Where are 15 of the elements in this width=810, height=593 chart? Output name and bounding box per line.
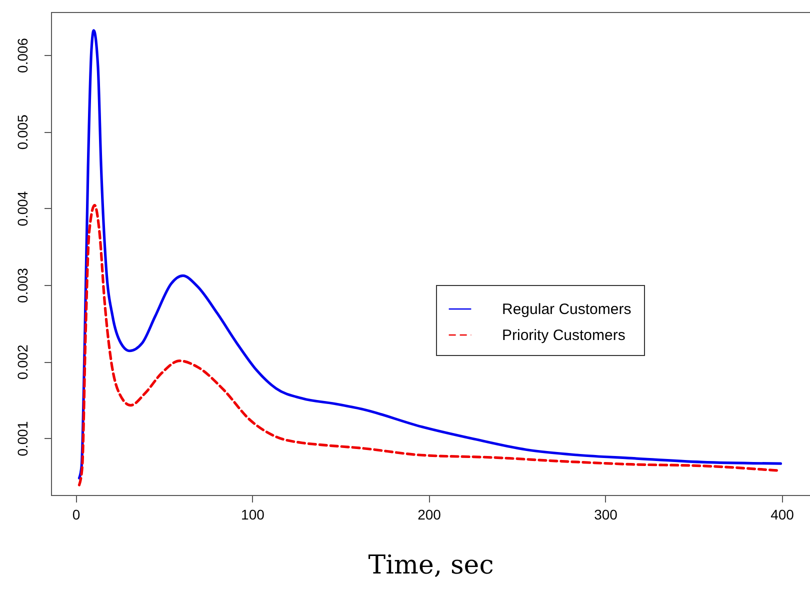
y-tick-label: 0.003 — [14, 268, 30, 303]
x-axis-title: Time, sec — [368, 550, 494, 580]
line-series — [78, 204, 778, 486]
legend-label: Priority Customers — [502, 327, 626, 344]
y-tick-label: 0.006 — [14, 38, 30, 73]
y-tick-label: 0.004 — [14, 191, 30, 226]
x-tick-label: 400 — [770, 506, 794, 522]
x-tick-label: 100 — [241, 506, 265, 522]
x-tick-label: 0 — [72, 506, 80, 522]
y-tick-label: 0.002 — [14, 344, 30, 380]
y-tick-label: 0.001 — [14, 421, 30, 456]
y-tick-label: 0.005 — [14, 114, 30, 150]
legend-label: Regular Customers — [502, 301, 632, 318]
x-tick-label: 300 — [594, 506, 618, 522]
x-tick-label: 200 — [418, 506, 442, 522]
